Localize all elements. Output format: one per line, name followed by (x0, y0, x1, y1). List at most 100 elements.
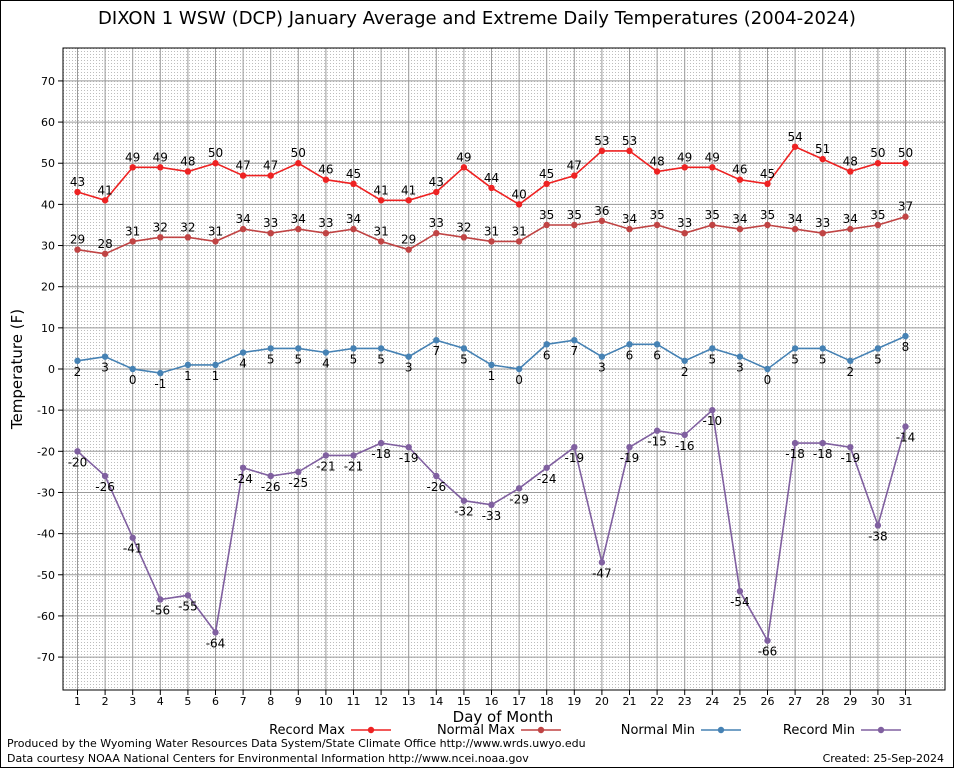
record-min-point (902, 423, 909, 430)
normal-min-point (653, 341, 661, 348)
y-tick-label: -60 (37, 610, 55, 623)
record-max-data-label: 54 (787, 130, 802, 144)
record-min-point (101, 472, 109, 480)
record-max-data-label: 50 (898, 146, 913, 160)
record-max-point (543, 180, 550, 188)
record-min-data-label: -19 (840, 451, 860, 465)
y-tick-label: -30 (37, 486, 55, 499)
normal-max-point (184, 234, 192, 241)
record-max-point (433, 188, 440, 196)
record-min-data-label: -55 (178, 599, 198, 613)
record-min-point (74, 448, 81, 455)
y-tick-label: 70 (41, 75, 55, 88)
record-min-data-label: -19 (620, 451, 640, 465)
record-min-point (653, 427, 661, 434)
y-tick-label: 30 (41, 240, 55, 253)
record-max-point (626, 147, 633, 155)
y-tick-label: -70 (37, 651, 55, 664)
record-min-point (571, 443, 578, 451)
chart-title: DIXON 1 WSW (DCP) January Average and Ex… (98, 8, 856, 29)
y-tick-label: -50 (37, 569, 55, 582)
normal-min-point (681, 357, 688, 364)
record-max-point (791, 143, 799, 150)
x-tick-label: 2 (102, 695, 109, 708)
normal-max-data-label: 34 (732, 212, 747, 226)
record-min-data-label: -16 (675, 439, 695, 453)
normal-min-data-label: 5 (874, 352, 882, 366)
normal-max-legend-label: Normal Max (437, 723, 515, 738)
normal-max-data-label: 35 (539, 208, 554, 222)
record-max-point (736, 176, 744, 183)
normal-min-data-label: 4 (239, 357, 247, 371)
x-tick-label: 10 (319, 695, 333, 708)
x-tick-label: 8 (267, 695, 274, 708)
normal-min-data-label: 3 (598, 361, 606, 375)
x-tick-label: 7 (240, 695, 247, 708)
x-tick-label: 16 (485, 695, 499, 708)
legend: Record Max Normal Max Normal Min Record Min (269, 723, 901, 738)
normal-max-data-label: 33 (815, 216, 830, 230)
normal-max-point (129, 238, 136, 245)
normal-min-point (902, 332, 909, 340)
normal-min-point (101, 353, 109, 360)
normal-max-point (350, 225, 357, 233)
x-tick-label: 13 (402, 695, 416, 708)
record-max-data-label: 53 (622, 134, 637, 148)
record-min-data-label: -18 (813, 447, 833, 461)
y-axis-label: Temperature (F) (8, 309, 26, 430)
footer-created-date: Created: 25-Sep-2024 (822, 752, 944, 765)
x-axis-label: Day of Month (453, 708, 554, 726)
normal-max-point (433, 229, 440, 237)
record-max-point (295, 160, 302, 167)
normal-min-point (626, 341, 633, 348)
normal-max-series: 29 28 31 32 32 31 34 33 34 33 34 31 29 33 32 31 31 35 35 36… (70, 200, 913, 257)
record-min-data-label: -18 (371, 447, 391, 461)
normal-max-data-label: 31 (208, 224, 223, 238)
normal-min-data-label: 2 (74, 365, 82, 379)
record-min-point (681, 431, 688, 439)
record-min-point (129, 534, 136, 541)
record-max-data-label: 47 (263, 159, 278, 173)
record-min-point (239, 464, 247, 471)
y-tick-label: -10 (37, 404, 55, 417)
normal-min-point (212, 361, 219, 369)
x-tick-label: 17 (512, 695, 526, 708)
normal-min-point (74, 357, 81, 364)
record-min-point (350, 452, 357, 459)
record-max-data-label: 45 (539, 167, 554, 181)
normal-max-point (543, 221, 550, 229)
record-min-data-label: -14 (896, 431, 916, 445)
record-min-data-label: -32 (454, 505, 474, 519)
normal-min-point (488, 361, 495, 369)
normal-min-data-label: 0 (515, 373, 523, 387)
record-min-legend-marker (877, 726, 885, 734)
record-max-point (74, 188, 81, 196)
record-max-data-label: 49 (125, 150, 140, 164)
record-min-point (791, 439, 799, 447)
x-tick-label: 6 (212, 695, 219, 708)
x-tick-label: 3 (129, 695, 136, 708)
record-max-data-label: 45 (760, 167, 775, 181)
record-min-point (709, 406, 716, 414)
record-min-data-label: -33 (482, 509, 502, 523)
record-max-data-label: 41 (401, 183, 416, 197)
normal-min-data-label: -1 (154, 377, 166, 391)
x-tick-label: 25 (733, 695, 747, 708)
normal-min-data-label: 3 (101, 361, 109, 375)
record-max-data-label: 48 (180, 154, 195, 168)
record-min-legend-label: Record Min (783, 723, 855, 738)
normal-min-point (350, 345, 357, 352)
x-tick-label: 21 (623, 695, 637, 708)
footer-credit-line-1: Produced by the Wyoming Water Resources … (7, 737, 586, 750)
normal-min-data-label: 5 (819, 352, 827, 366)
normal-min-data-label: 5 (267, 352, 275, 366)
record-max-data-label: 45 (346, 167, 361, 181)
record-min-data-label: -25 (288, 476, 308, 490)
record-max-point (819, 155, 826, 163)
x-tick-label: 4 (157, 695, 164, 708)
record-max-data-label: 50 (291, 146, 306, 160)
normal-max-point (377, 238, 385, 245)
normal-max-data-label: 34 (622, 212, 637, 226)
record-min-data-label: -66 (758, 645, 778, 659)
